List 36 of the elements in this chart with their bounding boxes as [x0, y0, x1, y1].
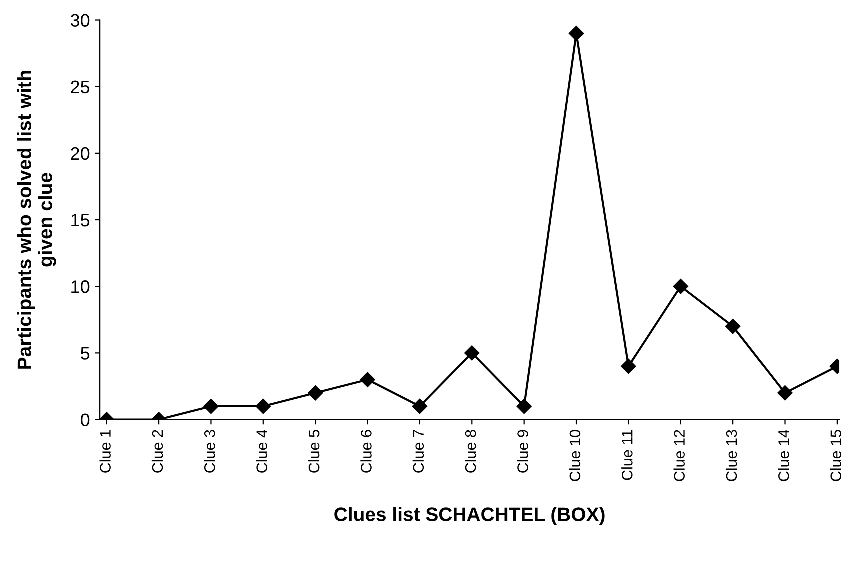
y-tick-label: 10	[72, 280, 90, 294]
y-tick-label: 25	[71, 80, 90, 94]
x-tick-label: Clue 6	[360, 430, 372, 473]
x-tick-label: Clue 8	[465, 430, 476, 473]
point	[673, 279, 688, 294]
point	[725, 318, 741, 334]
y-axis-title: Participants who solved list with given clue	[17, 71, 56, 369]
x-tick-label: Clue 13	[726, 430, 738, 482]
x-tick-label: Clue 5	[308, 430, 320, 473]
x-tick-label: Clue 11	[622, 430, 633, 480]
point	[256, 398, 271, 414]
point	[360, 372, 376, 388]
x-tick-label: Clue 4	[256, 430, 268, 473]
x-tick-label: Clue 2	[152, 430, 164, 473]
point	[778, 386, 793, 401]
point	[464, 346, 480, 361]
point	[204, 398, 219, 414]
x-tick-label: Clue 12	[674, 430, 685, 482]
point	[308, 386, 324, 401]
x-axis-title: Clues list SCHACHTEL (BOX)	[334, 507, 605, 526]
y-tick-label: 0	[81, 414, 90, 426]
y-tick-label: 15	[72, 214, 90, 227]
point	[621, 358, 636, 374]
y-tick-label: 20	[71, 147, 90, 160]
x-tick-label: Clue 15	[830, 430, 842, 482]
x-tick-label: Clue 7	[412, 430, 424, 473]
x-tick-label: Clue 1	[100, 430, 111, 473]
point	[568, 26, 584, 42]
x-tick-label: Clue 9	[517, 430, 528, 473]
x-tick-label: Clue 14	[778, 430, 790, 482]
point	[516, 398, 532, 414]
y-tick-label: 30	[70, 14, 90, 27]
x-tick-label: Clue 3	[204, 430, 216, 473]
point	[412, 398, 428, 414]
x-tick-label: Clue 10	[569, 430, 581, 482]
y-tick-label: 5	[81, 347, 90, 360]
